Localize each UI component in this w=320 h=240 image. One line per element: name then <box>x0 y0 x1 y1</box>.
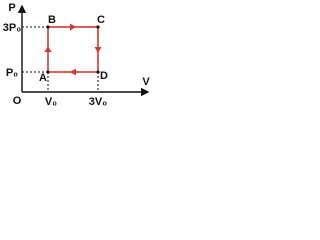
tick-label: P₀ <box>6 67 18 79</box>
node-label: C <box>97 14 105 26</box>
arrow-ab <box>44 46 52 52</box>
cycle <box>47 26 99 73</box>
vertex <box>96 70 100 74</box>
node-label: B <box>48 14 56 26</box>
y-axis-label: P <box>8 2 15 14</box>
vertices <box>46 25 100 74</box>
arrow-cd <box>94 47 102 53</box>
node-label: A <box>39 72 47 84</box>
arrow-da <box>70 68 76 76</box>
vertex <box>96 25 100 29</box>
guides <box>22 26 99 92</box>
origin-label: O <box>13 95 22 107</box>
tick-label: 3P₀ <box>3 22 21 34</box>
tick-label: 3V₀ <box>89 96 107 108</box>
arrow-bc <box>70 23 76 31</box>
node-label: D <box>100 70 108 82</box>
pv-diagram: P V O 3P₀ P₀ V₀ 3V₀ A B C D <box>3 2 151 108</box>
vertex <box>46 25 50 29</box>
vertex <box>46 70 50 74</box>
x-axis-label: V <box>142 76 150 88</box>
tick-label: V₀ <box>45 96 57 108</box>
cycle-arrows <box>44 23 102 76</box>
